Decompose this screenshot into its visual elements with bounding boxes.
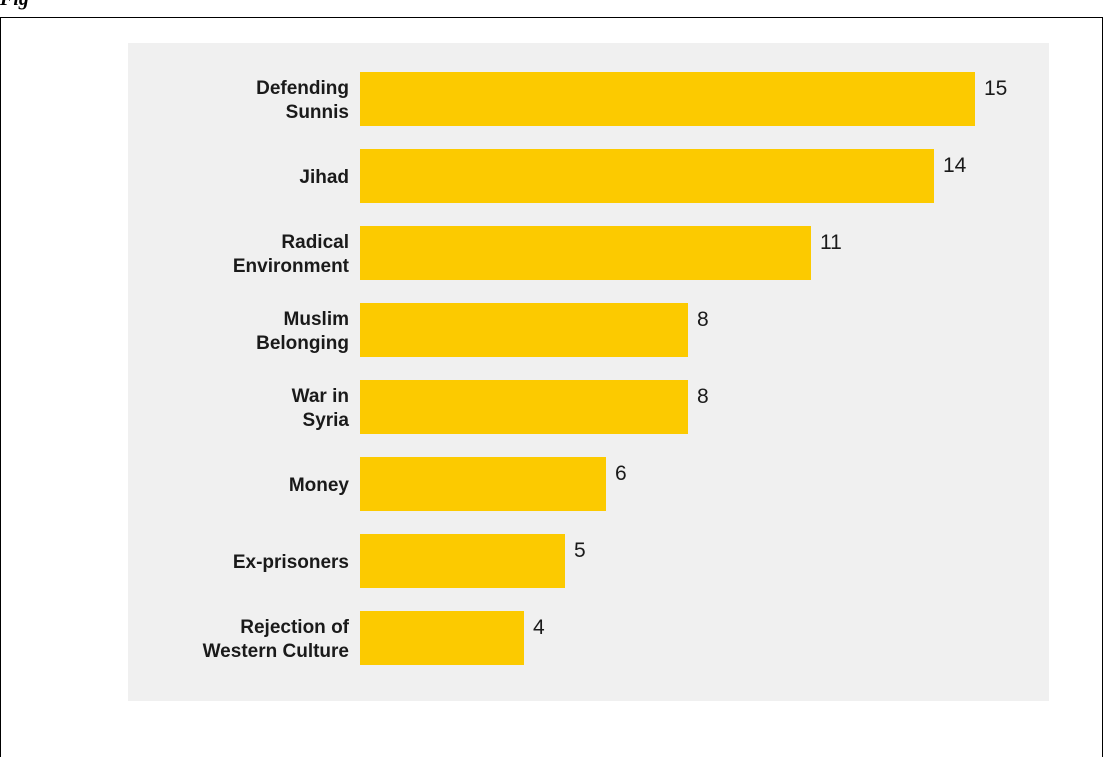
category-label-line: Belonging (256, 333, 349, 354)
category-label: Money (289, 475, 350, 496)
bar-value-label: 4 (533, 616, 545, 639)
bar-value-label: 14 (943, 154, 967, 177)
bar (360, 149, 934, 203)
figure-caption: Fig (0, 0, 600, 10)
figure-frame (0, 17, 1103, 757)
category-label: Muslim Belonging (256, 309, 349, 354)
category-label: Ex-prisoners (233, 552, 349, 573)
chart-panel: 15 Defending Sunnis 14 Jihad 11 Radical Environ… (128, 43, 1049, 701)
bar-value-label: 5 (574, 539, 586, 562)
category-label-line: Syria (303, 410, 350, 431)
bar-value-label: 8 (697, 385, 709, 408)
category-label: Jihad (299, 167, 349, 188)
category-label-line: Environment (233, 256, 350, 277)
category-label-line: Sunnis (286, 102, 349, 123)
category-label-line: Defending (256, 78, 349, 99)
category-label-line: Rejection of (240, 617, 349, 638)
category-label: War in Syria (292, 386, 350, 431)
category-label-line: Ex-prisoners (233, 552, 349, 573)
bar (360, 72, 975, 126)
figure-caption-text: Fig (0, 0, 29, 10)
bar (360, 611, 524, 665)
bar-value-label: 11 (820, 231, 842, 254)
category-label: Radical Environment (233, 232, 350, 277)
bar (360, 303, 688, 357)
category-label-line: Money (289, 475, 350, 496)
category-label-line: War in (292, 386, 349, 407)
category-label-line: Western Culture (203, 641, 349, 662)
category-label-line: Jihad (299, 167, 349, 188)
category-label-line: Muslim (284, 309, 349, 330)
category-label: Rejection of Western Culture (203, 617, 350, 662)
bar (360, 226, 811, 280)
bar-value-label: 8 (697, 308, 709, 331)
bar (360, 457, 606, 511)
bar (360, 380, 688, 434)
bar-value-label: 6 (615, 462, 627, 485)
bar (360, 534, 565, 588)
category-label: Defending Sunnis (256, 78, 349, 123)
bar-chart: 15 Defending Sunnis 14 Jihad 11 Radical Environ… (203, 72, 1007, 665)
bar-value-label: 15 (984, 77, 1007, 100)
category-label-line: Radical (281, 232, 349, 253)
